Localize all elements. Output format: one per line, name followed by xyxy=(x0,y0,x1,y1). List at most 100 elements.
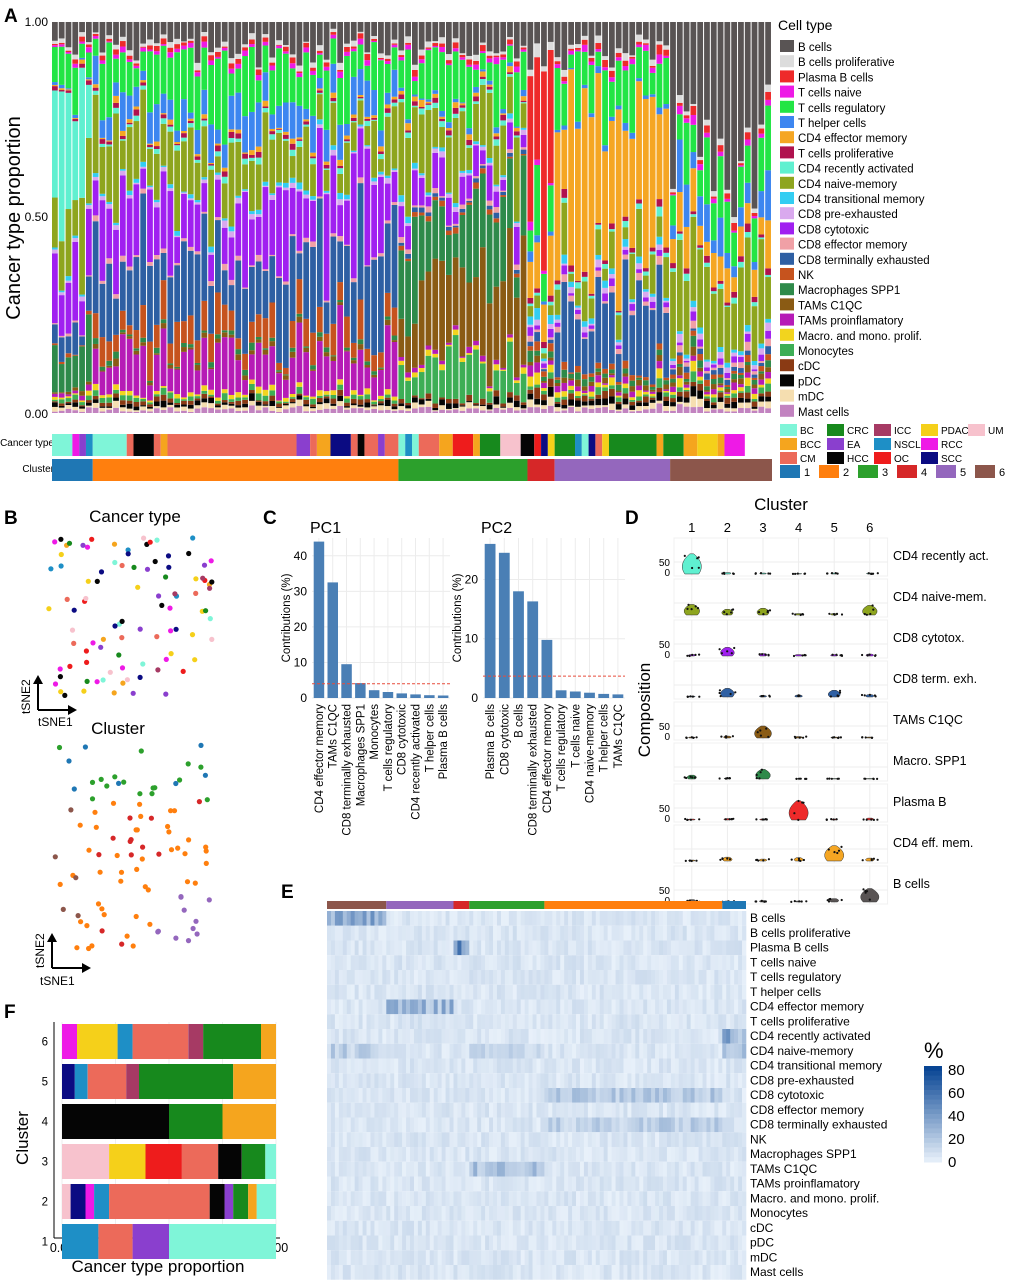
stacked-bar-segment xyxy=(289,156,296,178)
stacked-bar-segment xyxy=(602,405,608,408)
heatmap-cell xyxy=(583,940,589,956)
stacked-bar-segment xyxy=(160,252,167,281)
stacked-bar-segment xyxy=(724,397,731,404)
heatmap-cell xyxy=(508,984,514,1000)
heatmap-cell xyxy=(552,1058,557,1074)
heatmap-cell xyxy=(512,955,518,970)
stacked-bar-segment xyxy=(731,232,738,267)
tsne-point-cluster xyxy=(203,860,209,867)
stacked-bar-segment xyxy=(310,370,316,397)
stacked-bar-segment xyxy=(547,301,554,306)
stacked-bar-segment xyxy=(588,331,595,374)
stacked-bar-segment xyxy=(445,22,452,55)
panel-d-row-label: Plasma B xyxy=(893,795,947,809)
heatmap-cell xyxy=(706,1088,711,1103)
heatmap-cell xyxy=(639,955,644,970)
heatmap-cell xyxy=(730,1029,735,1044)
stacked-bar-segment xyxy=(310,332,316,366)
heatmap-cell xyxy=(402,999,407,1015)
heatmap-cell xyxy=(579,970,585,985)
stacked-bar-segment xyxy=(215,47,221,52)
heatmap-cell xyxy=(441,1058,446,1074)
heatmap-cell xyxy=(410,1073,415,1088)
stacked-bar-segment xyxy=(710,370,717,375)
stacked-bar-segment xyxy=(724,403,731,408)
stacked-bar-segment xyxy=(724,395,731,398)
stacked-bar-segment xyxy=(215,179,221,218)
stacked-bar-segment xyxy=(85,42,92,45)
stacked-bar-segment xyxy=(513,61,520,67)
stacked-bar-segment xyxy=(683,184,690,227)
stacked-bar-segment xyxy=(418,399,425,405)
stacked-bar-segment xyxy=(445,192,452,194)
stacked-bar-segment xyxy=(160,248,167,253)
stacked-bar-segment xyxy=(208,367,214,370)
stacked-bar-segment xyxy=(425,99,432,102)
heatmap-cell xyxy=(603,911,608,926)
stacked-bar-segment xyxy=(575,411,581,413)
tsne-point-cluster xyxy=(89,796,96,802)
heatmap-cell xyxy=(647,1014,652,1029)
stacked-bar-segment xyxy=(181,41,187,43)
stacked-bar-segment xyxy=(126,59,133,62)
heatmap-cell xyxy=(686,984,691,1000)
stacked-bar-segment xyxy=(554,411,561,413)
heatmap-cell xyxy=(469,940,474,956)
stacked-bar-segment xyxy=(622,65,629,71)
stacked-bar-segment xyxy=(731,393,738,398)
heatmap-cell xyxy=(623,1073,628,1088)
stacked-bar-segment xyxy=(99,283,106,338)
stacked-bar-segment xyxy=(303,42,310,48)
stacked-bar-segment xyxy=(629,401,636,406)
pc-bar xyxy=(368,690,380,698)
stacked-bar-segment xyxy=(201,22,208,32)
stacked-bar-segment xyxy=(350,398,357,404)
pc-bar xyxy=(598,693,610,698)
heatmap-cell xyxy=(710,911,715,926)
heatmap-cell xyxy=(615,1102,620,1118)
heatmap-cell xyxy=(520,1029,525,1044)
stacked-bar-segment xyxy=(561,83,568,126)
heatmap-cell xyxy=(666,984,672,1000)
heatmap-cell xyxy=(465,940,470,956)
heatmap-cell xyxy=(651,1058,656,1074)
heatmap-cell xyxy=(413,1088,419,1103)
stacked-bar-segment xyxy=(622,376,629,384)
heatmap-cell xyxy=(564,940,569,956)
stacked-bar-segment xyxy=(276,22,282,41)
heatmap-cell xyxy=(639,1043,644,1059)
stacked-bar-segment xyxy=(683,402,690,407)
cancer-legend-swatch xyxy=(874,438,891,450)
stacked-bar-segment xyxy=(126,411,133,413)
heatmap-cell xyxy=(710,1014,715,1029)
heatmap-cell xyxy=(659,1073,664,1088)
tsne-point-cluster xyxy=(203,848,209,854)
heatmap-cell xyxy=(619,1058,624,1074)
stacked-bar-segment xyxy=(425,104,432,110)
stacked-bar-segment xyxy=(717,151,724,157)
heatmap-cell xyxy=(366,970,371,985)
stacked-bar-segment xyxy=(676,387,683,392)
violin-point xyxy=(803,572,806,575)
violin-point xyxy=(826,777,829,780)
heatmap-cell xyxy=(425,1029,431,1044)
stacked-bar-segment xyxy=(412,395,418,398)
heatmap-cell xyxy=(619,1029,624,1044)
violin-point xyxy=(793,812,796,815)
stacked-bar-segment xyxy=(649,384,656,387)
stacked-bar-segment xyxy=(147,45,153,50)
stacked-bar-segment xyxy=(269,384,276,391)
stacked-bar-segment xyxy=(758,237,765,240)
stacked-bar-segment xyxy=(344,402,350,407)
stacked-bar-segment xyxy=(690,307,697,312)
stacked-bar-segment xyxy=(710,397,717,403)
heatmap-cell xyxy=(587,1029,593,1044)
heatmap-cell xyxy=(390,925,395,941)
stacked-bar-segment xyxy=(181,404,187,407)
stacked-bar-segment xyxy=(330,398,337,404)
stacked-bar-segment xyxy=(479,363,486,399)
stacked-bar-segment xyxy=(262,395,269,402)
heatmap-cell xyxy=(611,999,616,1015)
stacked-bar-segment xyxy=(194,340,201,363)
heatmap-cell xyxy=(402,955,407,970)
